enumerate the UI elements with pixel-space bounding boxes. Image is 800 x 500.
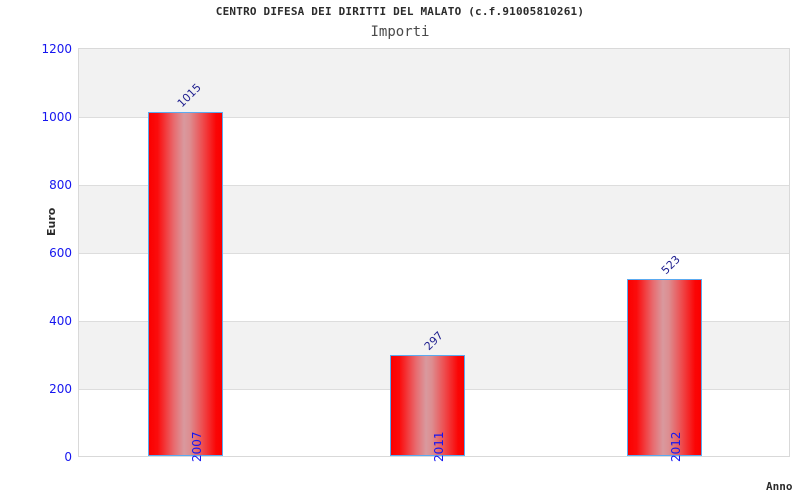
y-axis-title: Euro <box>45 207 58 236</box>
bar-2011[interactable] <box>390 355 465 456</box>
gridline <box>79 185 789 186</box>
gridline <box>79 253 789 254</box>
y-tick-label: 800 <box>49 178 72 192</box>
bar-2012[interactable] <box>627 279 702 456</box>
y-tick-label: 1000 <box>41 110 72 124</box>
chart-title: CENTRO DIFESA DEI DIRITTI DEL MALATO (c.… <box>215 5 585 18</box>
bar-2007[interactable] <box>148 112 223 456</box>
plot-area: 1015 297 523 <box>78 48 790 457</box>
y-axis-ticks: 1200 1000 800 600 400 200 0 <box>0 0 72 500</box>
y-tick-label: 1200 <box>41 42 72 56</box>
y-tick-label: 400 <box>49 314 72 328</box>
gridline <box>79 117 789 118</box>
bar-value-label: 523 <box>658 252 683 277</box>
x-tick-label: 2012 <box>669 431 683 462</box>
y-tick-label: 0 <box>64 450 72 464</box>
x-tick-label: 2011 <box>432 431 446 462</box>
chart-subtitle: Importi <box>370 24 430 40</box>
x-tick-label: 2007 <box>190 431 204 462</box>
x-axis-title: Anno <box>766 480 793 493</box>
y-tick-label: 600 <box>49 246 72 260</box>
grid-band <box>79 49 789 117</box>
gridline <box>79 321 789 322</box>
y-tick-label: 200 <box>49 382 72 396</box>
